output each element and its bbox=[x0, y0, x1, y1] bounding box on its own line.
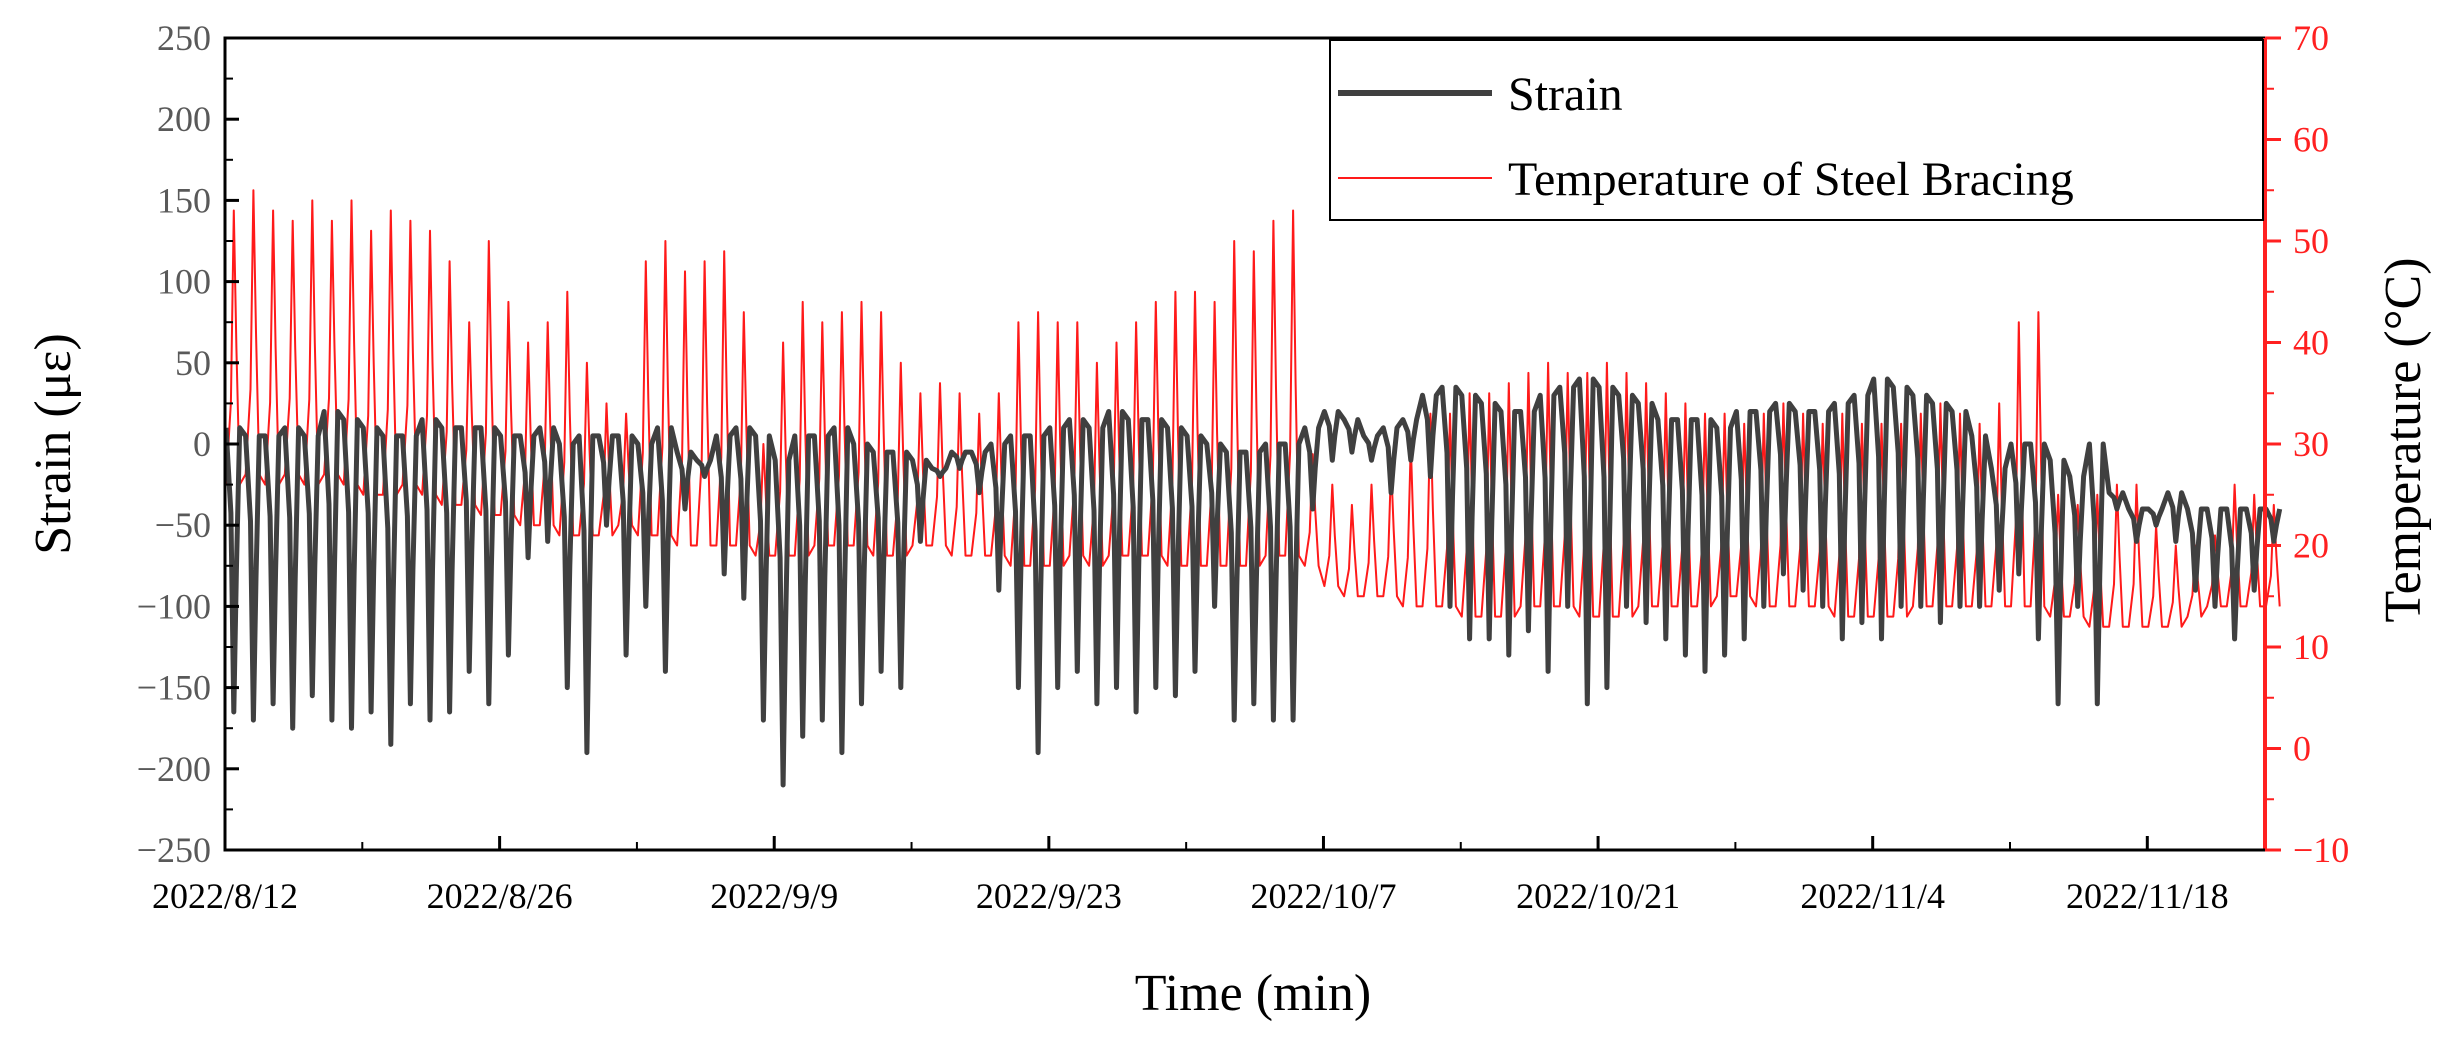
left-tick-label: 150 bbox=[157, 180, 211, 220]
legend-temperature-label: Temperature of Steel Bracing bbox=[1508, 153, 2074, 206]
right-tick-label: 30 bbox=[2293, 424, 2329, 464]
left-tick-label: 200 bbox=[157, 99, 211, 139]
left-tick-label: 250 bbox=[157, 18, 211, 58]
left-tick-label: 50 bbox=[175, 343, 211, 383]
y-axis-title: Strain (με) bbox=[25, 333, 82, 555]
y2-axis-title: Temperature (°C) bbox=[2375, 257, 2432, 622]
right-tick-label: 70 bbox=[2293, 18, 2329, 58]
x-tick-label: 2022/9/9 bbox=[710, 876, 838, 916]
left-tick-label: 0 bbox=[193, 424, 211, 464]
temperature-series bbox=[225, 189, 2281, 628]
right-tick-label: 10 bbox=[2293, 627, 2329, 667]
left-tick-label: −250 bbox=[137, 830, 211, 870]
x-tick-label: 2022/9/23 bbox=[976, 876, 1122, 916]
right-axis-ticks: 70 60 50 40 30 20 10 0 −10 bbox=[2265, 18, 2349, 870]
left-tick-label: −50 bbox=[155, 505, 211, 545]
left-tick-label: −200 bbox=[137, 749, 211, 789]
temperature-line bbox=[225, 189, 2281, 628]
x-tick-label: 2022/11/4 bbox=[1800, 876, 1945, 916]
left-tick-label: 100 bbox=[157, 262, 211, 302]
x-tick-label: 2022/8/12 bbox=[152, 876, 298, 916]
right-tick-label: 40 bbox=[2293, 323, 2329, 363]
x-tick-label: 2022/10/7 bbox=[1250, 876, 1396, 916]
right-tick-label: 20 bbox=[2293, 526, 2329, 566]
strain-line bbox=[223, 376, 2283, 788]
x-tick-label: 2022/10/21 bbox=[1516, 876, 1680, 916]
right-tick-label: 50 bbox=[2293, 221, 2329, 261]
legend: Strain Temperature of Steel Bracing bbox=[1329, 39, 2264, 221]
strain-series bbox=[223, 376, 2283, 788]
right-tick-label: −10 bbox=[2293, 830, 2349, 870]
left-tick-label: −100 bbox=[137, 586, 211, 626]
right-tick-label: 60 bbox=[2293, 120, 2329, 160]
legend-box bbox=[1329, 39, 2264, 221]
left-tick-label: −150 bbox=[137, 668, 211, 708]
legend-strain-label: Strain bbox=[1508, 68, 1623, 121]
right-tick-label: 0 bbox=[2293, 729, 2311, 769]
x-tick-label: 2022/11/18 bbox=[2066, 876, 2229, 916]
x-axis-title: Time (min) bbox=[1135, 965, 1371, 1022]
x-tick-label: 2022/8/26 bbox=[427, 876, 573, 916]
x-axis-ticks: 2022/8/12 2022/8/26 2022/9/9 2022/9/23 2022/… bbox=[152, 836, 2229, 916]
left-axis-ticks: 250 200 150 100 50 0 −50 −100 −150 −200 −250 bbox=[137, 18, 239, 870]
